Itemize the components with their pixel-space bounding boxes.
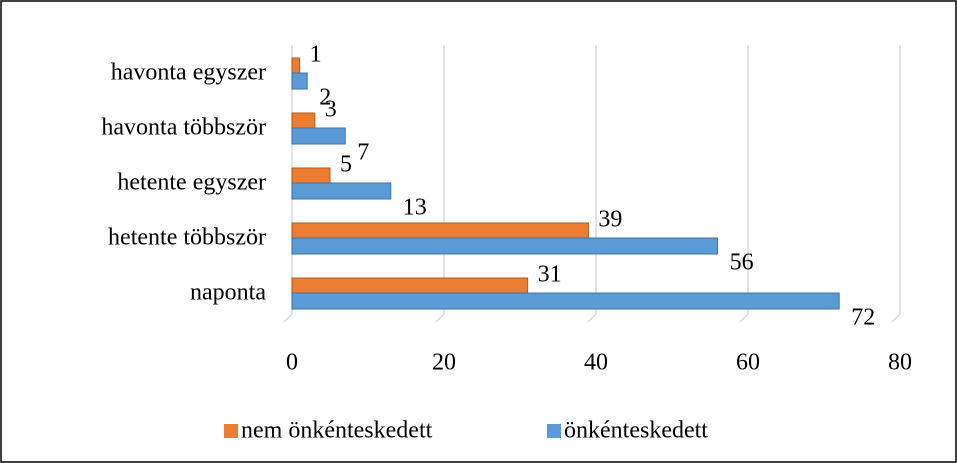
data-label: 72: [851, 305, 875, 331]
x-tick-label: 80: [888, 350, 912, 376]
x-tick-label: 40: [584, 350, 608, 376]
data-label: 2: [319, 85, 331, 111]
x-tick-label: 20: [432, 350, 456, 376]
x-tick-label: 0: [286, 350, 298, 376]
bar: [291, 182, 392, 200]
legend-label: önkénteskedett: [564, 418, 708, 444]
x-tick-label: 60: [736, 350, 760, 376]
legend-label: nem önkénteskedett: [241, 418, 433, 444]
bar: [291, 167, 331, 185]
grid-line-floor: [891, 313, 901, 323]
legend-swatch: [547, 424, 561, 438]
data-label: 5: [340, 152, 352, 178]
bar: [291, 72, 308, 90]
data-label: 31: [538, 262, 562, 288]
grid-line-floor: [283, 313, 293, 323]
bar: [291, 112, 316, 130]
data-label: 56: [730, 250, 754, 276]
data-label: 39: [598, 207, 622, 233]
grid-line-floor: [435, 313, 445, 323]
data-label: 1: [310, 42, 322, 68]
data-label: 3: [325, 97, 337, 123]
bar: [291, 57, 301, 75]
grid-line-floor: [587, 313, 597, 323]
y-tick-label: naponta: [190, 280, 266, 306]
y-tick-label: havonta többször: [101, 115, 266, 141]
data-label: 7: [357, 140, 369, 166]
bar: [291, 277, 529, 295]
y-tick-label: hetente többször: [108, 225, 266, 251]
bar: [291, 237, 719, 255]
data-label: 13: [403, 195, 427, 221]
grid-line-floor: [739, 313, 749, 323]
bar: [291, 127, 346, 145]
y-tick-label: hetente egyszer: [117, 170, 266, 196]
bar: [291, 292, 840, 310]
y-tick-label: havonta egyszer: [111, 60, 266, 86]
bar: [291, 222, 589, 240]
legend-swatch: [224, 424, 238, 438]
